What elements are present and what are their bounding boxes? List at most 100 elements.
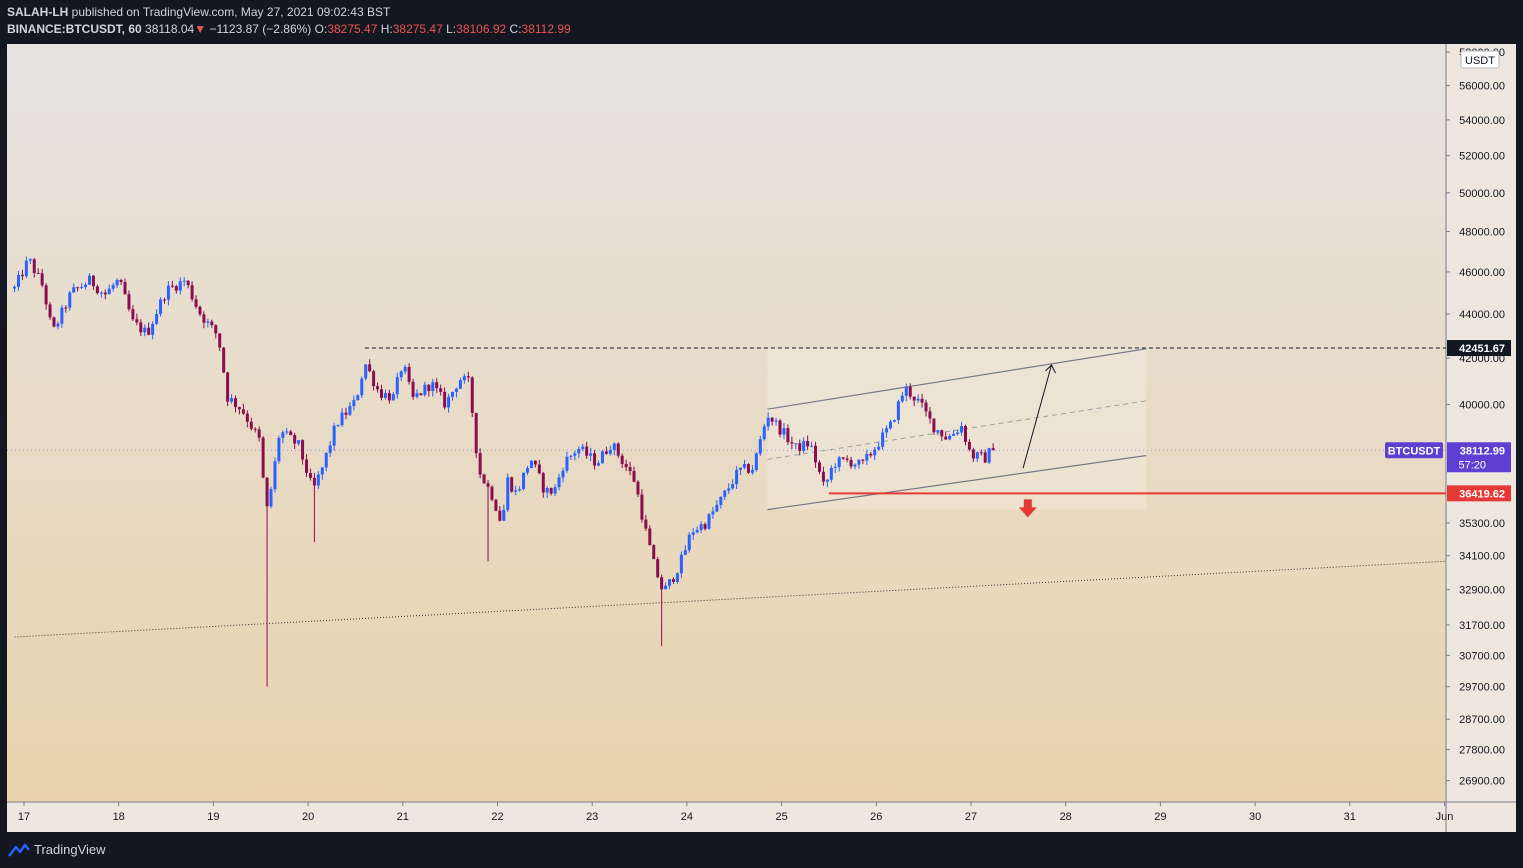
candle-body[interactable] <box>802 440 806 452</box>
candle-body[interactable] <box>131 309 135 320</box>
candle-body[interactable] <box>91 275 95 287</box>
candle-body[interactable] <box>435 382 439 389</box>
candle-body[interactable] <box>324 452 328 468</box>
candle-body[interactable] <box>762 426 766 440</box>
candle-body[interactable] <box>297 440 301 444</box>
candle-body[interactable] <box>403 366 407 372</box>
candle-body[interactable] <box>711 511 715 515</box>
candle-body[interactable] <box>155 314 159 324</box>
candle-body[interactable] <box>206 321 210 323</box>
candle-body[interactable] <box>364 364 368 379</box>
candle-body[interactable] <box>683 550 687 555</box>
candle-body[interactable] <box>293 435 297 444</box>
candle-body[interactable] <box>585 446 589 456</box>
candle-body[interactable] <box>857 459 861 465</box>
candle-body[interactable] <box>52 317 56 327</box>
candle-body[interactable] <box>987 448 991 463</box>
candle-body[interactable] <box>778 420 782 435</box>
candle-body[interactable] <box>269 489 273 507</box>
candle-body[interactable] <box>490 486 494 500</box>
candle-body[interactable] <box>786 428 790 443</box>
candle-body[interactable] <box>111 285 115 289</box>
candle-body[interactable] <box>348 406 352 415</box>
candle-body[interactable] <box>620 455 624 464</box>
candle-body[interactable] <box>249 421 253 429</box>
candle-body[interactable] <box>656 559 660 578</box>
candle-body[interactable] <box>967 441 971 450</box>
candle-body[interactable] <box>798 443 802 452</box>
candle-body[interactable] <box>537 464 541 474</box>
candle-body[interactable] <box>486 483 490 487</box>
candle-body[interactable] <box>387 393 391 401</box>
candle-body[interactable] <box>561 470 565 478</box>
candle-body[interactable] <box>920 398 924 403</box>
candle-body[interactable] <box>107 288 111 295</box>
candle-body[interactable] <box>581 446 585 449</box>
candle-body[interactable] <box>16 274 20 287</box>
candle-body[interactable] <box>72 287 76 293</box>
candle-body[interactable] <box>821 471 825 482</box>
candle-body[interactable] <box>230 398 234 402</box>
candle-body[interactable] <box>569 455 573 457</box>
candle-body[interactable] <box>336 425 340 427</box>
candle-body[interactable] <box>451 391 455 397</box>
candle-body[interactable] <box>794 443 798 445</box>
candle-body[interactable] <box>691 532 695 535</box>
candle-body[interactable] <box>474 412 478 454</box>
candle-body[interactable] <box>644 519 648 529</box>
candle-body[interactable] <box>908 386 912 397</box>
candle-body[interactable] <box>675 573 679 583</box>
candle-body[interactable] <box>632 470 636 482</box>
candle-body[interactable] <box>707 514 711 529</box>
candle-body[interactable] <box>447 396 451 408</box>
candle-body[interactable] <box>162 299 166 301</box>
candle-body[interactable] <box>194 299 198 307</box>
support-price-badge[interactable] <box>1447 485 1511 502</box>
candle-body[interactable] <box>833 466 837 468</box>
candle-body[interactable] <box>754 453 758 471</box>
candle-body[interactable] <box>841 457 845 459</box>
candle-body[interactable] <box>810 445 814 447</box>
candle-body[interactable] <box>360 378 364 396</box>
candle-body[interactable] <box>577 448 581 454</box>
candle-body[interactable] <box>529 460 533 469</box>
candle-body[interactable] <box>640 494 644 520</box>
symbol-badge[interactable] <box>1385 442 1443 459</box>
symbol-interval[interactable]: BINANCE:BTCUSDT, 60 <box>7 22 142 36</box>
candle-body[interactable] <box>399 371 403 378</box>
candle-body[interactable] <box>123 282 127 295</box>
candle-body[interactable] <box>340 412 344 426</box>
candle-body[interactable] <box>600 451 604 464</box>
candle-body[interactable] <box>316 474 320 486</box>
candle-body[interactable] <box>766 417 770 427</box>
candle-body[interactable] <box>40 273 44 286</box>
candle-body[interactable] <box>719 496 723 505</box>
candle-body[interactable] <box>660 577 664 590</box>
candle-body[interactable] <box>510 477 514 492</box>
candle-body[interactable] <box>877 446 881 450</box>
current-price-badge[interactable] <box>1447 442 1511 473</box>
candle-body[interactable] <box>770 417 774 422</box>
candle-body[interactable] <box>940 430 944 437</box>
candle-body[interactable] <box>210 321 214 326</box>
candle-body[interactable] <box>119 279 123 283</box>
candle-body[interactable] <box>624 463 628 468</box>
candle-body[interactable] <box>869 453 873 456</box>
candle-body[interactable] <box>28 259 32 261</box>
candle-body[interactable] <box>750 470 754 473</box>
candle-body[interactable] <box>103 292 107 295</box>
candle-body[interactable] <box>439 388 443 392</box>
candle-body[interactable] <box>604 451 608 454</box>
candle-body[interactable] <box>944 436 948 440</box>
candle-body[interactable] <box>379 389 383 398</box>
channel-zone[interactable] <box>767 348 1147 510</box>
candle-body[interactable] <box>616 443 620 456</box>
currency-badge[interactable] <box>1460 50 1500 69</box>
candle-body[interactable] <box>332 425 336 446</box>
candle-body[interactable] <box>186 280 190 286</box>
candle-body[interactable] <box>80 287 84 289</box>
candle-body[interactable] <box>900 395 904 402</box>
candle-body[interactable] <box>628 467 632 471</box>
tradingview-brand[interactable]: TradingView <box>8 842 106 857</box>
candle-body[interactable] <box>806 440 810 447</box>
